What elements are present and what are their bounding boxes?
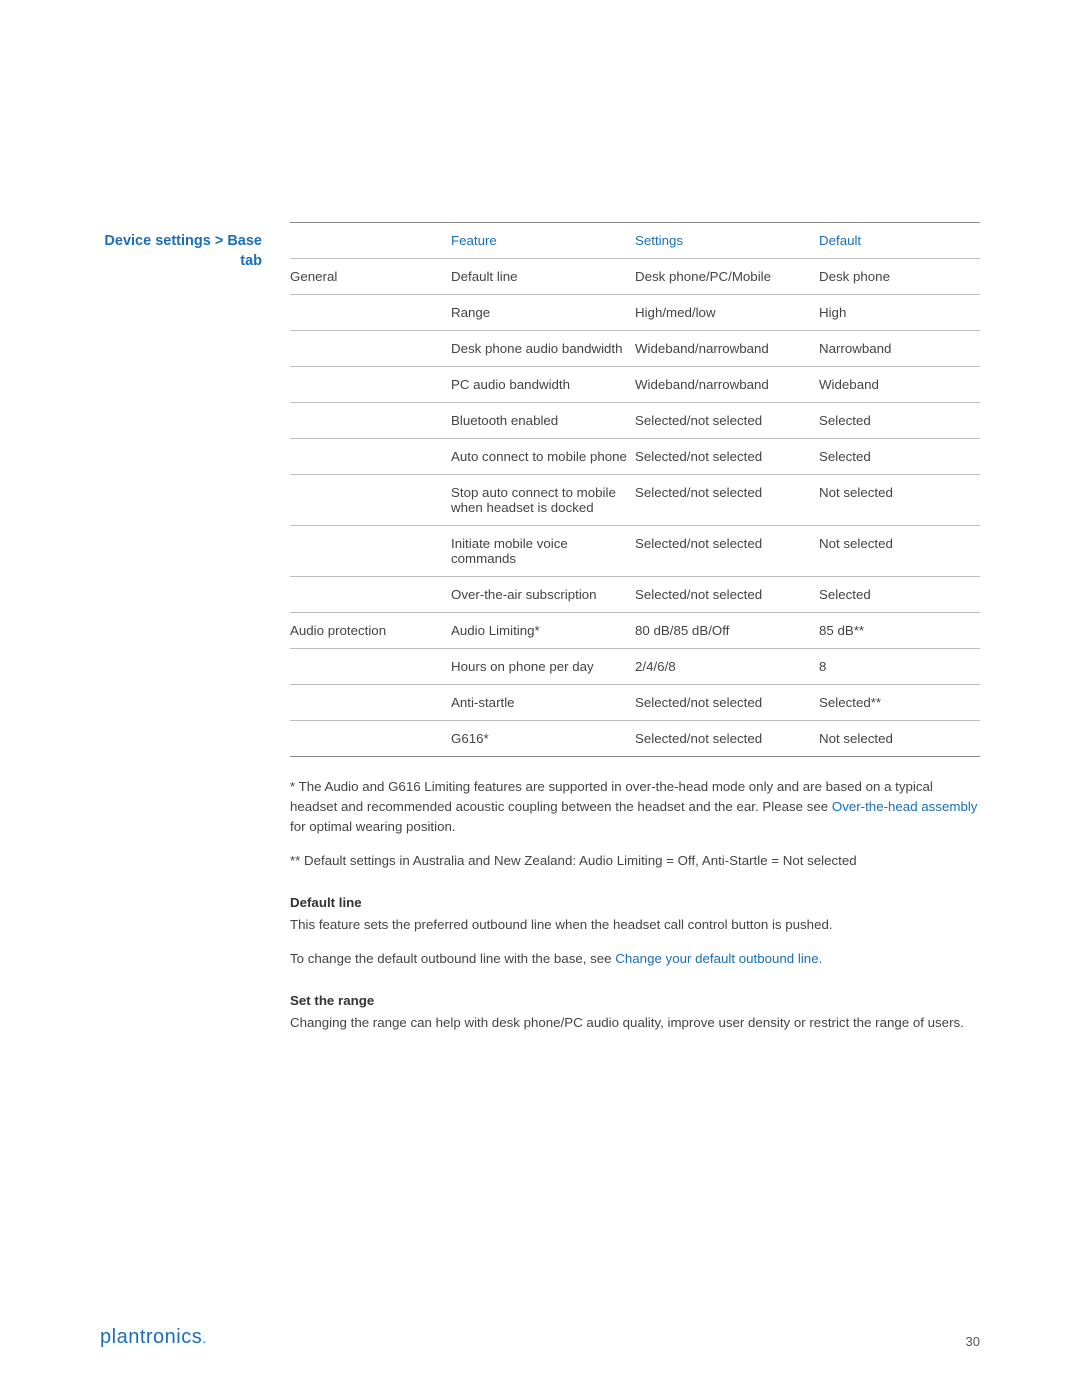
cell-default: Wideband — [819, 367, 980, 403]
cell-default: Not selected — [819, 475, 980, 526]
cell-category — [290, 475, 451, 526]
cell-default: 85 dB** — [819, 613, 980, 649]
cell-feature: Auto connect to mobile phone — [451, 439, 635, 475]
col-header-default: Default — [819, 223, 980, 259]
cell-default: Not selected — [819, 526, 980, 577]
cell-settings: Wideband/narrowband — [635, 367, 819, 403]
col-header-settings: Settings — [635, 223, 819, 259]
link-change-default-outbound-line[interactable]: Change your default outbound line. — [615, 951, 822, 966]
cell-category — [290, 439, 451, 475]
main-column: Feature Settings Default GeneralDefault … — [290, 222, 980, 1046]
cell-default: High — [819, 295, 980, 331]
footnote-1-text-b: for optimal wearing position. — [290, 819, 456, 834]
table-row: Desk phone audio bandwidthWideband/narro… — [290, 331, 980, 367]
cell-feature: Range — [451, 295, 635, 331]
section-heading: Device settings > Base tab — [100, 222, 290, 271]
cell-category — [290, 577, 451, 613]
cell-settings: 80 dB/85 dB/Off — [635, 613, 819, 649]
cell-default: Selected — [819, 439, 980, 475]
para-set-range: Changing the range can help with desk ph… — [290, 1013, 980, 1033]
table-row: PC audio bandwidthWideband/narrowbandWid… — [290, 367, 980, 403]
cell-default: Selected** — [819, 685, 980, 721]
table-row: Hours on phone per day2/4/6/88 — [290, 649, 980, 685]
cell-feature: Anti-startle — [451, 685, 635, 721]
cell-settings: Selected/not selected — [635, 685, 819, 721]
cell-feature: Default line — [451, 259, 635, 295]
cell-settings: Wideband/narrowband — [635, 331, 819, 367]
heading-set-range: Set the range — [290, 991, 980, 1011]
cell-default: Not selected — [819, 721, 980, 757]
page-number: 30 — [966, 1334, 980, 1349]
cell-category — [290, 685, 451, 721]
cell-feature: PC audio bandwidth — [451, 367, 635, 403]
cell-category — [290, 295, 451, 331]
link-over-the-head-assembly[interactable]: Over-the-head assembly — [832, 799, 978, 814]
page-footer: plantronics. 30 — [100, 1326, 980, 1349]
cell-category — [290, 367, 451, 403]
cell-feature: Hours on phone per day — [451, 649, 635, 685]
col-header-category — [290, 223, 451, 259]
cell-feature: Over-the-air subscription — [451, 577, 635, 613]
cell-feature: Desk phone audio bandwidth — [451, 331, 635, 367]
brand-logo-dot: . — [202, 1330, 206, 1346]
footnote-1: * The Audio and G616 Limiting features a… — [290, 777, 980, 837]
cell-category — [290, 721, 451, 757]
cell-category: Audio protection — [290, 613, 451, 649]
cell-feature: Initiate mobile voice commands — [451, 526, 635, 577]
cell-default: Narrowband — [819, 331, 980, 367]
footnote-2: ** Default settings in Australia and New… — [290, 851, 980, 871]
table-row: Over-the-air subscriptionSelected/not se… — [290, 577, 980, 613]
cell-settings: 2/4/6/8 — [635, 649, 819, 685]
cell-feature: G616* — [451, 721, 635, 757]
cell-settings: Selected/not selected — [635, 439, 819, 475]
table-row: Initiate mobile voice commandsSelected/n… — [290, 526, 980, 577]
table-row: GeneralDefault lineDesk phone/PC/MobileD… — [290, 259, 980, 295]
cell-settings: Desk phone/PC/Mobile — [635, 259, 819, 295]
cell-feature: Bluetooth enabled — [451, 403, 635, 439]
cell-category — [290, 649, 451, 685]
table-row: Audio protectionAudio Limiting*80 dB/85 … — [290, 613, 980, 649]
brand-logo-text: plantronics — [100, 1326, 202, 1348]
cell-default: 8 — [819, 649, 980, 685]
table-row: RangeHigh/med/lowHigh — [290, 295, 980, 331]
table-row: Stop auto connect to mobile when headset… — [290, 475, 980, 526]
cell-settings: Selected/not selected — [635, 526, 819, 577]
para-default-line-2a: To change the default outbound line with… — [290, 951, 615, 966]
para-default-line-2: To change the default outbound line with… — [290, 949, 980, 969]
para-default-line-1: This feature sets the preferred outbound… — [290, 915, 980, 935]
brand-logo: plantronics. — [100, 1326, 207, 1349]
table-row: Bluetooth enabledSelected/not selectedSe… — [290, 403, 980, 439]
table-row: Auto connect to mobile phoneSelected/not… — [290, 439, 980, 475]
settings-table: Feature Settings Default GeneralDefault … — [290, 222, 980, 757]
cell-settings: Selected/not selected — [635, 577, 819, 613]
page: Device settings > Base tab Feature Setti… — [0, 0, 1080, 1397]
cell-settings: Selected/not selected — [635, 721, 819, 757]
cell-settings: Selected/not selected — [635, 403, 819, 439]
table-header-row: Feature Settings Default — [290, 223, 980, 259]
cell-category — [290, 526, 451, 577]
cell-default: Selected — [819, 403, 980, 439]
table-body: GeneralDefault lineDesk phone/PC/MobileD… — [290, 259, 980, 757]
cell-category — [290, 403, 451, 439]
cell-settings: High/med/low — [635, 295, 819, 331]
notes-block: * The Audio and G616 Limiting features a… — [290, 777, 980, 1032]
heading-default-line: Default line — [290, 893, 980, 913]
col-header-feature: Feature — [451, 223, 635, 259]
cell-feature: Stop auto connect to mobile when headset… — [451, 475, 635, 526]
cell-settings: Selected/not selected — [635, 475, 819, 526]
cell-category — [290, 331, 451, 367]
content-row: Device settings > Base tab Feature Setti… — [100, 222, 980, 1046]
cell-default: Desk phone — [819, 259, 980, 295]
table-row: G616*Selected/not selectedNot selected — [290, 721, 980, 757]
table-row: Anti-startleSelected/not selectedSelecte… — [290, 685, 980, 721]
cell-feature: Audio Limiting* — [451, 613, 635, 649]
cell-default: Selected — [819, 577, 980, 613]
cell-category: General — [290, 259, 451, 295]
